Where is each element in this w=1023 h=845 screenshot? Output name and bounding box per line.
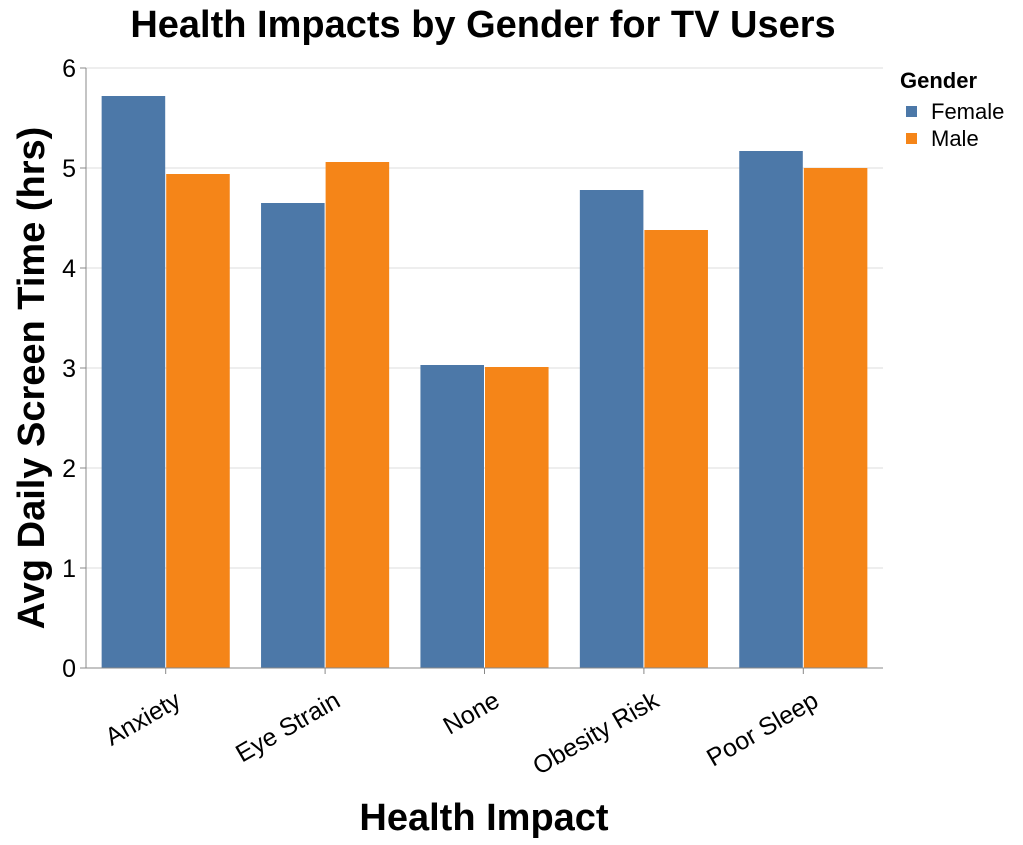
x-axis-ticks: Anxiety Eye Strain None Obesity Risk Poor Sl…	[100, 668, 823, 781]
bar-female-none	[420, 365, 484, 668]
y-tick-label: 5	[62, 155, 76, 183]
bar-male-poor-sleep	[803, 168, 868, 668]
y-axis-title: Avg Daily Screen Time (hrs)	[11, 127, 53, 630]
x-tick-label: Poor Sleep	[702, 686, 823, 772]
bar-male-anxiety	[166, 174, 230, 668]
bars	[101, 96, 868, 668]
x-tick-label: Eye Strain	[231, 686, 345, 768]
bar-female-poor-sleep	[739, 151, 803, 668]
x-tick-label: Anxiety	[100, 686, 185, 751]
legend-swatch-female	[906, 106, 917, 117]
x-axis-title: Health Impact	[359, 797, 609, 839]
y-tick-label: 2	[62, 455, 76, 483]
chart-title: Health Impacts by Gender for TV Users	[130, 4, 835, 46]
x-tick-label: Obesity Risk	[528, 686, 664, 781]
legend-label-male: Male	[931, 126, 979, 151]
y-tick-label: 3	[62, 355, 76, 383]
bar-male-none	[485, 367, 549, 668]
legend-title: Gender	[900, 68, 977, 93]
bar-female-anxiety	[101, 96, 166, 668]
bar-male-eye-strain	[325, 162, 390, 668]
x-tick-label: None	[439, 686, 505, 740]
legend-label-female: Female	[931, 99, 1004, 124]
bar-female-obesity-risk	[579, 190, 644, 668]
y-tick-label: 1	[62, 555, 76, 583]
bar-male-obesity-risk	[644, 230, 708, 668]
bar-female-eye-strain	[261, 203, 325, 668]
y-axis-ticks: 0 1 2 3 4 5 6	[62, 55, 86, 683]
legend-swatch-male	[906, 133, 917, 144]
y-tick-label: 0	[62, 655, 76, 683]
y-tick-label: 6	[62, 55, 76, 83]
y-tick-label: 4	[62, 255, 76, 283]
